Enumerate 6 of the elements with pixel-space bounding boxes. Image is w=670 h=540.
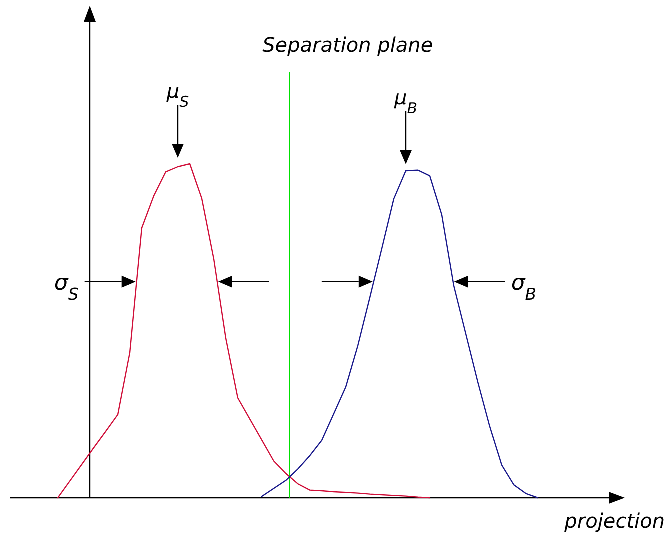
annotation: σ$_{B}$ xyxy=(511,270,537,304)
annotation: σ$_{S}$ xyxy=(54,270,79,304)
text: μ$_{B}$ xyxy=(393,85,418,118)
x-axis-title: projection xyxy=(564,509,665,533)
text: Separation plane xyxy=(262,33,434,57)
text: μ$_{S}$ xyxy=(166,79,190,111)
